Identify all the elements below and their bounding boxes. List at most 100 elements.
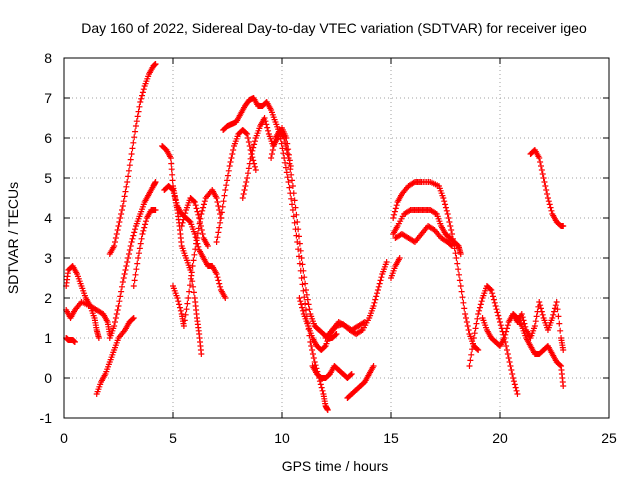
- data-point: [132, 226, 139, 233]
- data-point: [487, 286, 494, 293]
- data-point: [370, 303, 377, 309]
- data-point: [296, 260, 303, 267]
- data-point: [298, 275, 305, 281]
- data-point: [465, 327, 472, 333]
- data-point: [347, 371, 354, 378]
- data-point: [560, 383, 567, 389]
- data-point: [455, 266, 462, 273]
- data-point: [447, 223, 454, 229]
- data-point: [560, 347, 567, 353]
- data-point: [291, 219, 298, 226]
- data-point: [189, 263, 196, 269]
- y-tick-label: 0: [44, 370, 52, 386]
- data-point: [268, 151, 275, 157]
- data-point: [132, 128, 139, 135]
- data-point: [285, 179, 292, 185]
- data-point: [448, 227, 455, 233]
- data-point: [449, 231, 456, 237]
- data-point: [305, 301, 312, 308]
- data-point: [505, 355, 512, 361]
- data-point: [391, 211, 398, 218]
- data-point: [393, 202, 400, 209]
- data-point: [502, 331, 509, 338]
- data-point: [215, 277, 222, 284]
- data-point: [441, 198, 448, 205]
- data-point: [112, 239, 119, 245]
- y-axis-label: SDTVAR / TECUs: [5, 182, 21, 294]
- series-arc-22: [390, 207, 464, 257]
- data-point: [303, 291, 310, 298]
- data-point: [132, 271, 139, 278]
- data-point: [372, 296, 379, 303]
- data-point: [497, 319, 503, 325]
- data-point: [512, 384, 519, 391]
- data-point: [466, 363, 473, 369]
- data-point: [309, 347, 316, 353]
- data-point: [214, 274, 221, 281]
- data-point: [547, 204, 554, 211]
- data-point: [360, 319, 367, 326]
- data-point: [183, 306, 190, 313]
- data-point: [476, 307, 483, 314]
- data-point: [134, 260, 141, 267]
- data-point: [170, 187, 176, 193]
- data-point: [508, 367, 515, 373]
- data-point: [191, 251, 198, 258]
- data-point: [278, 140, 285, 147]
- data-point: [185, 295, 192, 301]
- data-point: [513, 387, 520, 394]
- data-point: [521, 320, 528, 327]
- data-point: [298, 301, 305, 308]
- data-point: [473, 320, 480, 327]
- data-point: [300, 287, 307, 294]
- data-point: [540, 175, 547, 181]
- data-point: [125, 173, 132, 180]
- data-point: [218, 209, 225, 216]
- data-point: [190, 289, 197, 296]
- data-point: [138, 95, 145, 102]
- y-tick-label: 1: [44, 330, 52, 346]
- data-point: [462, 311, 469, 317]
- data-point: [548, 207, 555, 214]
- data-point: [297, 298, 304, 305]
- data-point: [539, 311, 546, 318]
- data-point: [135, 255, 142, 261]
- data-point: [213, 239, 220, 245]
- data-point: [546, 201, 553, 208]
- data-point: [239, 195, 246, 201]
- data-point: [373, 293, 380, 300]
- data-point: [137, 240, 144, 247]
- data-point: [522, 323, 529, 330]
- data-point: [302, 280, 309, 287]
- series-arc-4: [93, 315, 137, 397]
- data-point: [229, 151, 236, 157]
- data-point: [245, 139, 252, 145]
- data-point: [520, 317, 527, 324]
- data-point: [504, 351, 511, 357]
- data-point: [283, 147, 290, 153]
- data-point: [190, 257, 197, 264]
- data-point: [246, 143, 253, 149]
- data-point: [197, 223, 204, 229]
- data-point: [242, 183, 249, 189]
- data-point: [128, 239, 135, 245]
- data-point: [442, 204, 449, 211]
- data-point: [271, 139, 278, 145]
- data-point: [542, 183, 549, 189]
- data-point: [461, 305, 468, 312]
- data-point: [123, 263, 130, 269]
- data-point: [332, 331, 339, 338]
- series-arc-5: [106, 61, 159, 257]
- data-point: [442, 201, 449, 208]
- data-point: [173, 199, 180, 206]
- data-point: [195, 211, 202, 218]
- data-point: [137, 99, 144, 105]
- data-point: [142, 218, 149, 225]
- x-tick-label: 10: [274, 430, 290, 446]
- series-arc-16: [296, 259, 390, 353]
- data-point: [333, 331, 340, 337]
- data-point: [468, 351, 475, 358]
- data-point: [265, 127, 272, 134]
- data-point: [127, 156, 134, 163]
- data-point: [519, 314, 526, 321]
